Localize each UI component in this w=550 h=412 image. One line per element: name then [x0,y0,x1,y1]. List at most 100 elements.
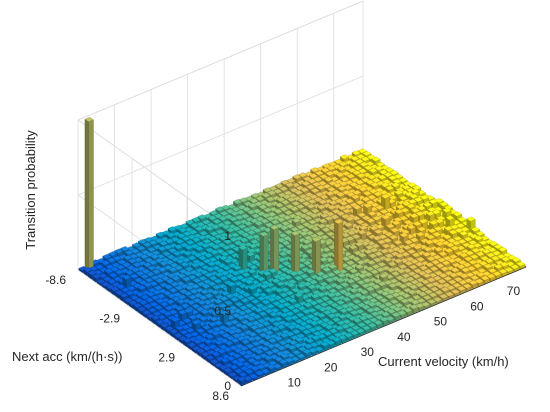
bar-top [219,210,229,216]
bar-top [261,192,271,198]
bar-top [164,238,175,244]
bar-top [265,196,276,202]
bar-top [112,255,123,261]
bar [84,116,94,271]
bar-top [109,266,120,272]
bar-top [337,166,347,171]
bar-face [263,234,269,275]
bar-top [247,202,258,208]
bar-top [359,161,369,167]
bar-top [127,258,138,264]
bar-top [157,246,167,252]
bar-top [207,215,218,221]
bar [92,273,102,283]
bar-top [108,251,118,257]
bar-top [120,246,130,252]
bar-top [94,264,105,270]
bar-top [102,253,112,259]
bar-face [290,232,295,277]
bar-top [350,155,360,161]
bar-top [189,222,200,228]
bar-top [230,210,240,216]
bar-top [362,150,372,156]
bar-top [262,207,273,213]
bar-top [274,183,284,189]
bar-top [188,229,198,235]
bar-top [191,217,201,223]
box-edge [77,0,364,121]
bar-top [221,224,231,230]
bar-top [218,215,228,221]
bar-top [121,262,132,268]
bar-top [238,197,249,203]
bar-top [320,167,330,173]
bar-top [194,226,204,232]
bar-top [264,201,274,207]
bar-top [87,270,97,276]
bar-top [354,158,365,164]
bar-top [228,216,239,222]
bar-top [137,239,148,245]
bar-top [356,153,366,159]
bar-top [178,227,188,233]
bar-top [286,178,296,184]
bar-top [286,197,296,202]
bar-top [163,244,173,250]
bar-face [88,119,94,271]
bar-top [363,165,374,171]
bar-top [222,220,233,226]
bar-top [319,174,329,180]
bar-top [167,226,177,232]
bar-top [311,181,322,187]
bar-top [246,209,256,215]
bar-face [337,221,344,274]
bar-top [301,180,311,186]
bar-top [292,174,302,180]
bar-top [114,248,124,254]
bar [259,231,269,275]
bar-top [84,116,94,122]
bar-top [162,251,172,257]
bar-top [298,172,308,178]
bar-top [268,185,278,191]
bar-top [187,234,197,240]
bar-top [327,161,338,167]
bar-top [148,239,158,245]
bar-top [231,206,241,212]
bar-top [357,168,368,174]
bar-top [273,188,283,194]
bar-top [209,210,219,216]
bar-top [143,237,154,243]
bar-top [151,250,161,256]
bar-top [179,223,189,229]
bar-top [115,264,126,270]
bar-top [154,238,164,244]
bar-top [335,172,345,178]
bar-top [197,234,207,240]
bar-top [92,273,102,279]
bar-top [348,161,359,167]
bar-top [155,231,166,237]
bar-top [139,254,149,260]
bar [333,219,344,274]
bar-top [233,220,243,226]
bar-top [351,150,361,156]
bar-top [323,176,334,182]
bar [269,224,280,275]
bar-top [340,176,350,182]
bar-top [142,242,152,247]
bar-top [308,173,319,179]
bar-top [279,186,289,192]
bar-top [346,173,356,179]
bar-top [232,199,243,205]
bar-top [307,178,317,184]
grid-line [77,75,364,196]
bar-top [201,219,212,225]
bar-top [258,204,268,210]
bar [117,259,127,268]
bar-top [276,196,286,202]
bar-top [353,165,363,171]
bar-top [375,161,386,167]
bar-top [191,237,201,243]
